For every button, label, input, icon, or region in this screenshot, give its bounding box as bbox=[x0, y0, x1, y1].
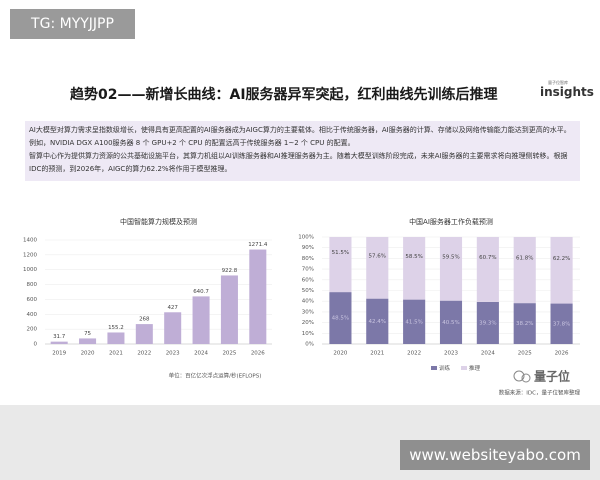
y-tick-label: 20% bbox=[302, 320, 314, 326]
x-tick-label: 2022 bbox=[137, 351, 151, 357]
x-tick-label: 2026 bbox=[555, 351, 569, 357]
x-tick-label: 2023 bbox=[166, 351, 180, 357]
bar bbox=[249, 249, 267, 344]
value-label: 61.8% bbox=[516, 256, 533, 262]
bar-segment bbox=[439, 300, 463, 344]
y-tick-label: 70% bbox=[302, 267, 314, 273]
watermark: 量子位 bbox=[534, 369, 570, 384]
y-tick-label: 600 bbox=[27, 297, 38, 303]
paragraph: AI大模型对算力需求呈指数级增长，使得具有更高配置的AI服务器成为AIGC算力的… bbox=[29, 126, 571, 147]
bar bbox=[107, 332, 125, 344]
bar bbox=[164, 312, 182, 344]
chart-title: 中国AI服务器工作负载预测 bbox=[409, 217, 493, 226]
value-label: 41.5% bbox=[405, 319, 422, 325]
x-tick-label: 2022 bbox=[407, 351, 421, 357]
bar-segment bbox=[439, 237, 463, 301]
value-label: 60.7% bbox=[479, 255, 496, 261]
y-tick-label: 100% bbox=[298, 235, 314, 241]
value-label: 62.2% bbox=[553, 256, 570, 262]
y-tick-label: 1000 bbox=[23, 267, 37, 273]
y-tick-label: 0% bbox=[305, 342, 314, 348]
legend-label: 推理 bbox=[469, 364, 481, 372]
chart-note: 单位：百亿亿次浮点运算/秒(EFLOPS) bbox=[169, 372, 262, 380]
value-label: 58.5% bbox=[405, 254, 422, 260]
value-label: 51.5% bbox=[332, 250, 349, 256]
y-tick-label: 60% bbox=[302, 277, 314, 283]
y-tick-label: 1200 bbox=[23, 252, 37, 258]
value-label: 39.3% bbox=[479, 320, 496, 326]
x-tick-label: 2021 bbox=[109, 351, 123, 357]
bar-segment bbox=[550, 303, 573, 344]
value-label: 640.7 bbox=[193, 289, 209, 295]
bar bbox=[220, 275, 238, 344]
bar-segment bbox=[329, 292, 352, 344]
value-label: 155.2 bbox=[108, 325, 124, 331]
badge: TG: MYYJJPP bbox=[10, 9, 135, 39]
bar-segment bbox=[513, 237, 536, 304]
value-label: 922.8 bbox=[222, 268, 238, 274]
chart-title: 中国智能算力规模及预测 bbox=[120, 217, 197, 226]
y-tick-label: 80% bbox=[302, 256, 314, 262]
chart-source: 数据来源：IDC，量子位智库整理 bbox=[499, 389, 581, 397]
y-tick-label: 40% bbox=[302, 299, 314, 305]
footer-url: www.websiteyabo.com bbox=[400, 440, 590, 470]
bar-segment bbox=[513, 303, 536, 344]
x-tick-label: 2025 bbox=[222, 351, 236, 357]
text-box: AI大模型对算力需求呈指数级增长，使得具有更高配置的AI服务器成为AIGC算力的… bbox=[25, 121, 580, 181]
value-label: 59.5% bbox=[442, 254, 459, 260]
bar-segment bbox=[366, 298, 389, 344]
x-tick-label: 2020 bbox=[81, 351, 95, 357]
slide-title: 趋势02——新增长曲线：AI服务器异军突起，红利曲线先训练后推理 bbox=[70, 87, 498, 103]
x-tick-label: 2025 bbox=[518, 351, 532, 357]
bar-segment bbox=[550, 237, 573, 304]
logo: insights bbox=[540, 85, 594, 99]
y-tick-label: 30% bbox=[302, 309, 314, 315]
value-label: 57.6% bbox=[369, 253, 386, 259]
bar-segment bbox=[476, 237, 499, 302]
y-tick-label: 50% bbox=[302, 288, 314, 294]
legend-swatch bbox=[461, 366, 467, 370]
x-tick-label: 2024 bbox=[194, 351, 208, 357]
value-label: 75 bbox=[84, 331, 91, 337]
bar bbox=[135, 324, 153, 344]
value-label: 31.7 bbox=[53, 334, 66, 340]
y-tick-label: 200 bbox=[27, 327, 38, 333]
y-tick-label: 0 bbox=[34, 342, 38, 348]
paragraph: 智算中心作为提供算力资源的公共基础设施平台，其算力机组以AI训练服务器和AI推理… bbox=[29, 152, 568, 173]
bar bbox=[50, 341, 68, 344]
value-label: 427 bbox=[167, 305, 178, 311]
watermark-icon bbox=[513, 370, 531, 383]
bar-segment bbox=[329, 237, 352, 293]
value-label: 37.8% bbox=[553, 321, 570, 327]
value-label: 40.5% bbox=[442, 320, 459, 326]
value-label: 38.2% bbox=[516, 321, 533, 327]
x-tick-label: 2023 bbox=[444, 351, 458, 357]
x-tick-label: 2021 bbox=[370, 351, 384, 357]
bar-segment bbox=[403, 237, 426, 300]
bar-segment bbox=[366, 237, 389, 299]
y-tick-label: 90% bbox=[302, 245, 314, 251]
bar-segment bbox=[403, 299, 426, 344]
legend-swatch bbox=[431, 366, 437, 370]
y-tick-label: 10% bbox=[302, 331, 314, 337]
logo-small: 量子位智库 bbox=[548, 80, 568, 85]
y-tick-label: 400 bbox=[27, 312, 38, 318]
value-label: 48.5% bbox=[332, 316, 349, 322]
value-label: 42.4% bbox=[369, 319, 386, 325]
bar-segment bbox=[476, 301, 499, 344]
x-tick-label: 2019 bbox=[52, 351, 66, 357]
value-label: 268 bbox=[139, 317, 150, 323]
bar bbox=[79, 338, 97, 344]
x-tick-label: 2024 bbox=[481, 351, 495, 357]
y-tick-label: 1400 bbox=[23, 238, 37, 244]
bar bbox=[192, 296, 210, 344]
value-label: 1271.4 bbox=[248, 242, 268, 248]
x-tick-label: 2026 bbox=[251, 351, 265, 357]
x-tick-label: 2020 bbox=[333, 351, 347, 357]
legend-label: 训练 bbox=[439, 364, 451, 372]
y-tick-label: 800 bbox=[27, 282, 38, 288]
